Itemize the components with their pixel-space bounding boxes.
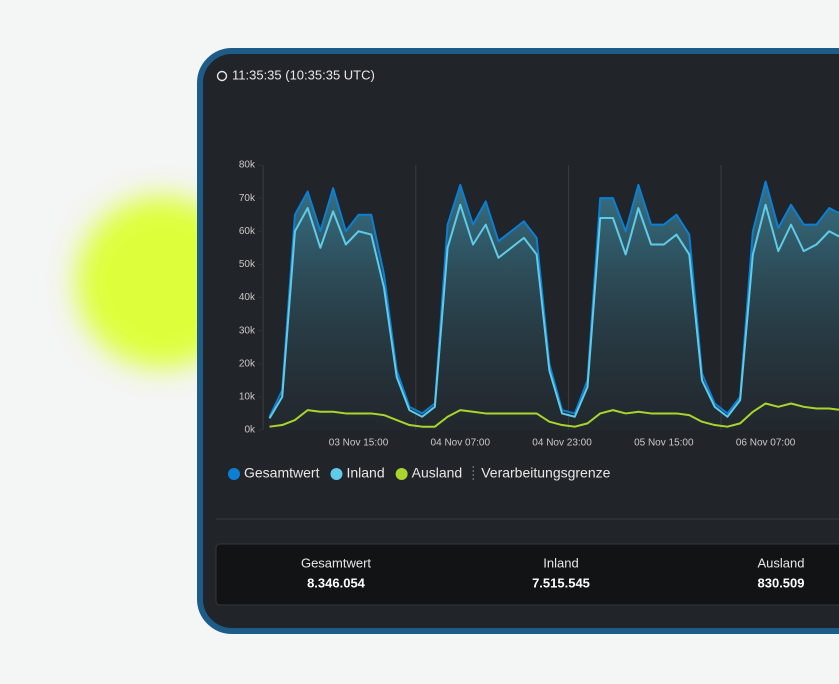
y-tick-label: 80k xyxy=(239,160,256,171)
summary-value: 830.509 xyxy=(758,575,805,590)
legend-label: Verarbeitungsgrenze xyxy=(481,465,610,481)
legend-label: Inland xyxy=(346,465,384,481)
legend-marker xyxy=(228,468,240,480)
x-tick-label: 03 Nov 15:00 xyxy=(329,438,389,449)
summary-label: Gesamtwert xyxy=(301,555,371,570)
x-tick-label: 04 Nov 23:00 xyxy=(532,438,592,449)
summary-value: 7.515.545 xyxy=(532,575,590,590)
y-tick-label: 30k xyxy=(239,325,256,336)
x-tick-label: 05 Nov 15:00 xyxy=(634,438,694,449)
y-tick-label: 0k xyxy=(244,425,256,436)
y-tick-label: 10k xyxy=(239,392,256,403)
summary-value: 8.346.054 xyxy=(307,575,366,590)
series-line xyxy=(268,180,839,418)
summary-box xyxy=(215,543,839,606)
summary-label: Inland xyxy=(543,555,578,570)
summary-label: Ausland xyxy=(758,555,805,570)
area xyxy=(269,181,839,430)
y-tick-label: 20k xyxy=(239,358,256,369)
x-tick-label: 06 Nov 07:00 xyxy=(736,438,796,449)
x-tick-label: 04 Nov 07:00 xyxy=(431,438,491,449)
legend-marker xyxy=(395,468,408,480)
series-line xyxy=(268,203,839,419)
legend-label: Gesamtwert xyxy=(244,465,320,481)
legend-marker xyxy=(330,468,343,480)
legend-label: Ausland xyxy=(412,465,463,481)
y-tick-label: 60k xyxy=(239,226,256,237)
clock-icon xyxy=(216,70,228,82)
plot xyxy=(262,165,839,430)
y-tick-label: 70k xyxy=(239,193,256,204)
y-tick-label: 50k xyxy=(239,259,256,270)
timestamp: 11:35:35 (10:35:35 UTC) xyxy=(232,67,375,82)
series-line xyxy=(269,402,839,428)
y-tick-label: 40k xyxy=(239,292,256,303)
